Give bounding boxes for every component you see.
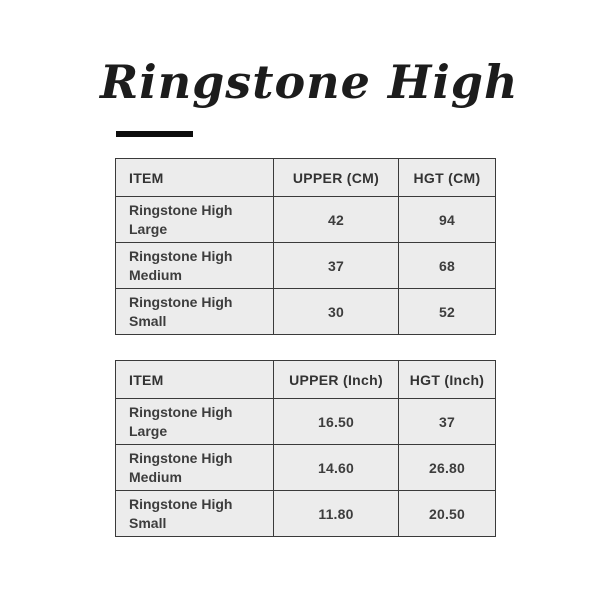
item-name: Ringstone High Medium — [115, 242, 274, 289]
item-name: Ringstone High Large — [115, 196, 274, 243]
title-underline — [116, 131, 193, 137]
table-row: Ringstone High Small 11.80 20.50 — [115, 490, 496, 537]
table-row: Ringstone High Large 16.50 37 — [115, 398, 496, 445]
hgt-value: 20.50 — [398, 490, 496, 537]
upper-value: 11.80 — [273, 490, 399, 537]
item-name: Ringstone High Large — [115, 398, 274, 445]
title-block: Ringstone High — [100, 48, 519, 117]
upper-value: 42 — [273, 196, 399, 243]
item-name: Ringstone High Medium — [115, 444, 274, 491]
size-table-inch: ITEM UPPER (Inch) HGT (Inch) Ringstone H… — [115, 360, 496, 537]
item-name: Ringstone High Small — [115, 288, 274, 335]
table-header-row: ITEM UPPER (CM) HGT (CM) — [115, 158, 496, 197]
page-title: Ringstone High — [100, 55, 519, 109]
column-header-item: ITEM — [115, 360, 274, 399]
hgt-value: 37 — [398, 398, 496, 445]
hgt-value: 94 — [398, 196, 496, 243]
column-header-upper-cm: UPPER (CM) — [273, 158, 399, 197]
column-header-upper-inch: UPPER (Inch) — [273, 360, 399, 399]
table-row: Ringstone High Medium 14.60 26.80 — [115, 444, 496, 491]
size-table-cm: ITEM UPPER (CM) HGT (CM) Ringstone High … — [115, 158, 496, 335]
table-row: Ringstone High Small 30 52 — [115, 288, 496, 335]
table-row: Ringstone High Large 42 94 — [115, 196, 496, 243]
column-header-item: ITEM — [115, 158, 274, 197]
table-header-row: ITEM UPPER (Inch) HGT (Inch) — [115, 360, 496, 399]
upper-value: 16.50 — [273, 398, 399, 445]
table-row: Ringstone High Medium 37 68 — [115, 242, 496, 289]
item-name: Ringstone High Small — [115, 490, 274, 537]
hgt-value: 26.80 — [398, 444, 496, 491]
hgt-value: 68 — [398, 242, 496, 289]
upper-value: 30 — [273, 288, 399, 335]
upper-value: 14.60 — [273, 444, 399, 491]
hgt-value: 52 — [398, 288, 496, 335]
column-header-hgt-cm: HGT (CM) — [398, 158, 496, 197]
column-header-hgt-inch: HGT (Inch) — [398, 360, 496, 399]
upper-value: 37 — [273, 242, 399, 289]
